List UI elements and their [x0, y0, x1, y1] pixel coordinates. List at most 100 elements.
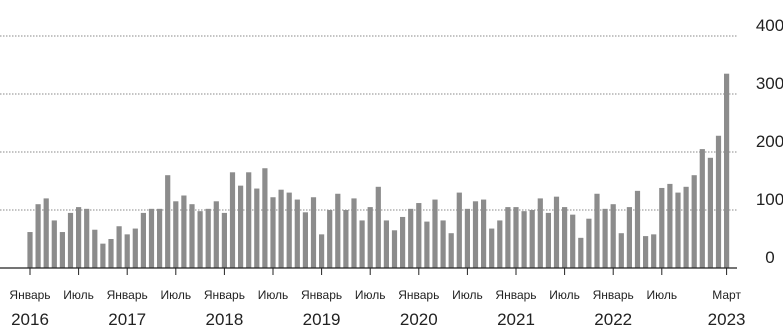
bar-2019-03: [335, 193, 341, 268]
x-month-label: Июль: [160, 288, 191, 302]
bar-2016-03: [43, 198, 49, 268]
x-month-label: Июль: [355, 288, 386, 302]
x-month-label: Июль: [646, 288, 677, 302]
bar-2016-02: [35, 204, 41, 268]
bar-2021-10: [586, 218, 592, 268]
x-month-label: Январь: [398, 288, 439, 302]
bar-2022-08: [667, 183, 673, 268]
bar-2022-12: [699, 149, 705, 268]
bar-2020-02: [424, 221, 430, 268]
bar-2018-11: [302, 212, 308, 268]
bar-2023-01: [707, 157, 713, 268]
bar-2021-07: [562, 207, 568, 268]
bar-2017-07: [173, 201, 179, 268]
x-tick-labels: Январь Июль Январь Июль Январь Июль Январь Июль…: [9, 288, 745, 326]
x-month-label: Январь: [9, 288, 50, 302]
bar-2022-04: [634, 190, 641, 268]
bar-2021-04: [537, 198, 543, 268]
bar-2021-09: [578, 237, 584, 268]
bar-2016-06: [67, 212, 74, 268]
x-year-label: 2021: [497, 310, 535, 326]
bar-2020-09: [481, 199, 487, 268]
bar-2021-02: [521, 211, 527, 268]
bar-2019-12: [408, 208, 414, 268]
y-tick-label: 300: [756, 74, 783, 93]
y-tick-label: 200: [756, 132, 783, 151]
bar-2017-11: [205, 208, 211, 268]
x-month-label: Март: [712, 288, 741, 302]
bar-2020-12: [505, 207, 511, 268]
y-axis: 0 100 200 300 400: [756, 16, 783, 267]
bar-2022-02: [618, 233, 624, 268]
bar-2017-03: [140, 212, 146, 268]
bar-2018-02: [229, 172, 236, 268]
bar-2020-08: [472, 201, 479, 268]
bar-2020-05: [448, 233, 454, 268]
bar-2022-11: [691, 175, 697, 268]
bar-2018-01: [221, 212, 227, 268]
bar-2022-01: [610, 204, 616, 268]
bar-2016-05: [59, 232, 65, 268]
bar-2022-05: [643, 236, 649, 268]
y-tick-label: 400: [756, 16, 783, 35]
bar-2022-07: [659, 187, 665, 268]
bar-2020-07: [464, 208, 470, 268]
x-month-label: Январь: [204, 288, 245, 302]
bar-2019-08: [375, 186, 381, 268]
gridlines: [0, 35, 737, 211]
y-tick-label: 100: [756, 190, 783, 209]
bar-2017-09: [189, 204, 195, 268]
bar-2021-06: [553, 196, 560, 268]
bar-2018-06: [262, 168, 268, 268]
bar-2016-01: [27, 232, 33, 268]
bar-2019-11: [400, 216, 406, 268]
bar-2018-04: [246, 172, 252, 268]
bar-2019-02: [327, 210, 333, 268]
bar-2018-05: [254, 188, 260, 268]
bar-2018-08: [278, 189, 284, 268]
bar-2021-01: [513, 207, 519, 268]
x-month-label: Июль: [258, 288, 289, 302]
bar-2022-09: [675, 192, 681, 268]
bars: [27, 73, 730, 268]
bar-2022-03: [626, 207, 632, 268]
bar-2016-09: [92, 229, 98, 268]
bar-2023-03: [724, 73, 730, 268]
x-month-label: Январь: [593, 288, 634, 302]
bar-2017-08: [181, 195, 187, 268]
bar-2017-04: [148, 208, 155, 268]
x-year-label: 2018: [205, 310, 243, 326]
x-year-label: 2019: [303, 310, 341, 326]
bar-2020-04: [440, 220, 446, 268]
bar-2021-03: [529, 210, 535, 268]
bar-2019-01: [319, 234, 325, 268]
bar-2016-08: [84, 208, 90, 268]
bar-2016-12: [116, 226, 122, 268]
x-month-label: Июль: [549, 288, 580, 302]
x-month-label: Июль: [452, 288, 483, 302]
bar-2020-01: [416, 203, 422, 268]
bar-2019-09: [383, 220, 389, 268]
bar-2019-04: [343, 210, 349, 268]
bar-2023-02: [715, 135, 722, 268]
bar-2020-03: [432, 199, 438, 268]
bar-2018-12: [310, 197, 317, 268]
bar-2018-09: [286, 192, 292, 268]
bar-2021-08: [570, 214, 576, 268]
bar-2017-10: [197, 211, 203, 268]
x-month-label: Январь: [495, 288, 536, 302]
bar-2017-01: [124, 234, 130, 268]
x-month-label: Январь: [107, 288, 148, 302]
x-month-label: Июль: [63, 288, 94, 302]
bar-2017-06: [165, 175, 171, 268]
bar-2016-11: [108, 239, 114, 268]
x-year-label: 2016: [11, 310, 49, 326]
bar-2018-10: [294, 199, 300, 268]
bar-2018-03: [238, 185, 244, 268]
bar-2016-04: [51, 220, 57, 268]
bar-2017-02: [132, 228, 138, 268]
bar-2020-11: [497, 220, 503, 268]
x-axis: [0, 267, 737, 275]
bar-2021-12: [602, 208, 608, 268]
